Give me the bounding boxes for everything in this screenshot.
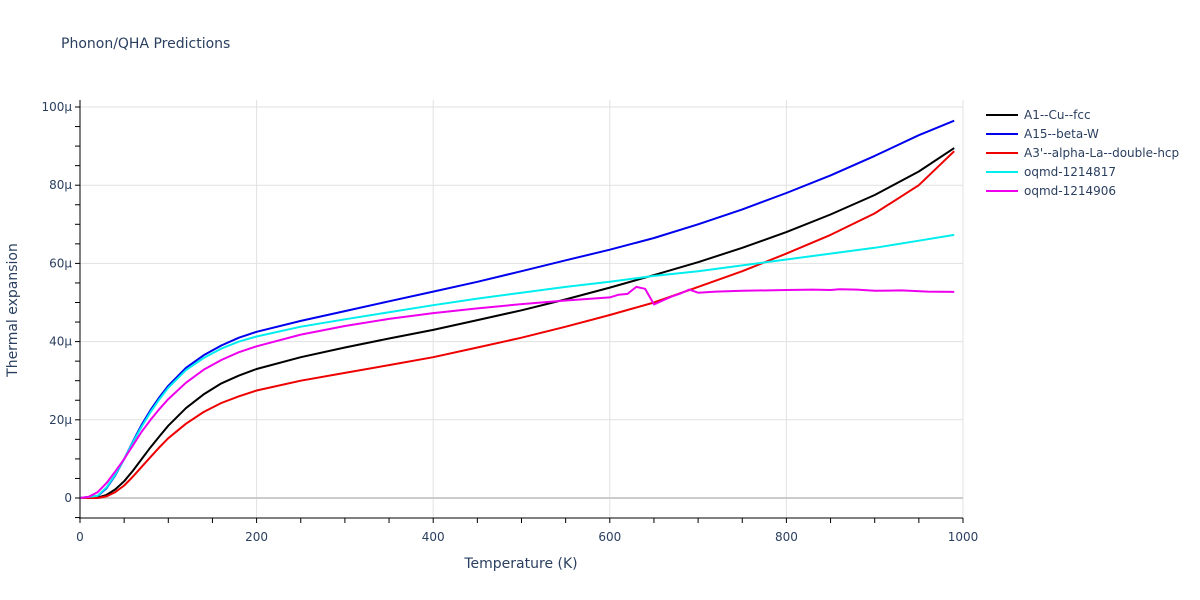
y-tick-label: 100μ	[41, 100, 72, 114]
legend-label: A3'--alpha-La--double-hcp	[1024, 145, 1180, 160]
chart-title: Phonon/QHA Predictions	[61, 36, 231, 52]
legend-label: oqmd-1214817	[1024, 164, 1117, 179]
legend-label: oqmd-1214906	[1024, 183, 1117, 198]
y-axis-label: Thermal expansion	[5, 243, 21, 378]
legend-line-icon	[986, 151, 1018, 154]
x-tick-label: 400	[422, 530, 445, 544]
legend-line-icon	[986, 132, 1018, 135]
x-axis-label: Temperature (K)	[463, 556, 577, 572]
x-tick-label: 0	[76, 530, 84, 544]
legend-line-icon	[986, 170, 1018, 173]
y-tick-label: 80μ	[49, 178, 72, 192]
x-tick-label: 1000	[948, 530, 979, 544]
x-tick-label: 600	[598, 530, 621, 544]
y-tick-label: 20μ	[49, 413, 72, 427]
legend-item[interactable]: oqmd-1214906	[980, 181, 1179, 200]
legend-line-icon	[986, 189, 1018, 192]
series-lines	[79, 119, 955, 499]
y-tick-label: 60μ	[49, 256, 72, 270]
y-tick-label: 0	[64, 491, 72, 505]
legend-item[interactable]: A15--beta-W	[980, 124, 1179, 143]
series-line-oqmd-1214817[interactable]	[79, 233, 955, 499]
series-line-a3-alpha-la-double-hcp[interactable]	[80, 150, 955, 499]
legend: A1--Cu--fcc A15--beta-W A3'--alpha-La--dou…	[980, 105, 1179, 200]
grid-lines	[80, 100, 964, 518]
series-line-a1-cu-fcc[interactable]	[79, 147, 955, 499]
series-line-oqmd-1214906[interactable]	[79, 285, 955, 499]
legend-label: A15--beta-W	[1024, 126, 1099, 141]
x-tick-label: 200	[245, 530, 268, 544]
legend-item[interactable]: A3'--alpha-La--double-hcp	[980, 143, 1179, 162]
series-line-a15-beta-w[interactable]	[79, 119, 955, 499]
legend-item[interactable]: oqmd-1214817	[980, 162, 1179, 181]
legend-line-icon	[986, 113, 1018, 116]
legend-item[interactable]: A1--Cu--fcc	[980, 105, 1179, 124]
y-tick-label: 40μ	[49, 335, 72, 349]
axes: 0 200 400 600 800 1000 0 20μ 40μ 60μ 80μ 100μ	[41, 100, 978, 544]
x-tick-label: 800	[775, 530, 798, 544]
legend-label: A1--Cu--fcc	[1024, 107, 1091, 122]
